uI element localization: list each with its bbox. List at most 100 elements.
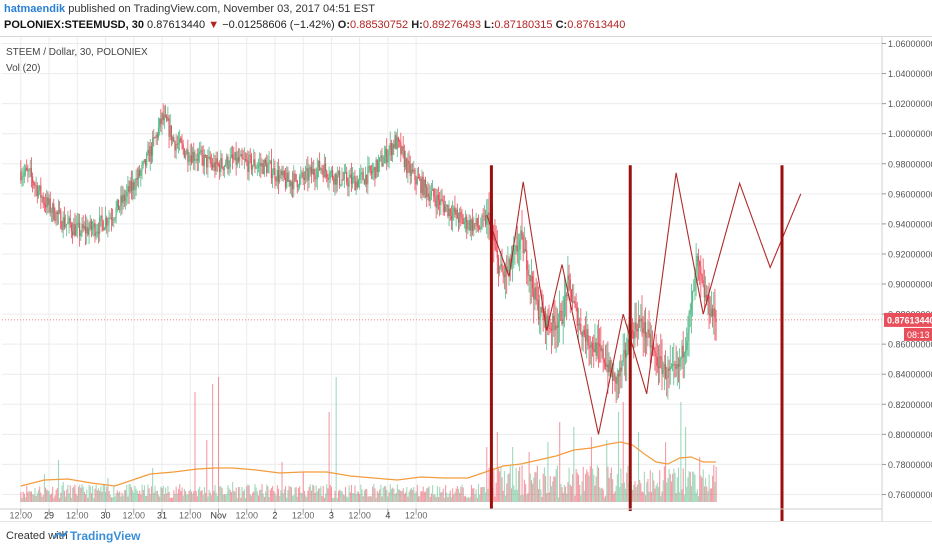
candle-body <box>464 216 467 222</box>
volume-bar <box>386 490 388 502</box>
volume-bar <box>177 489 180 502</box>
candle-body <box>487 212 489 215</box>
candle-body <box>144 159 147 166</box>
volume-bar <box>680 402 682 502</box>
volume-bar <box>48 491 50 502</box>
candle-body <box>316 168 318 179</box>
volume-bar <box>346 496 348 502</box>
volume-bar <box>52 486 54 502</box>
candle-body <box>708 295 710 314</box>
candle-body <box>21 177 23 181</box>
candle-body <box>339 170 341 186</box>
candle-body <box>300 175 302 177</box>
candle-body <box>335 173 337 185</box>
candle-body <box>111 219 114 221</box>
candle-body <box>499 265 501 274</box>
volume-bar <box>635 487 637 502</box>
candle-body <box>415 180 417 185</box>
price-tick-label: 0.78000000 <box>888 460 932 470</box>
price-axis[interactable]: 1.06000000 1.04000000 1.02000000 1.00000000… <box>881 37 932 521</box>
author-link[interactable]: hatmaendik <box>4 3 66 15</box>
candle-body <box>416 176 418 185</box>
volume-bar <box>560 483 562 502</box>
trend-drawing[interactable] <box>486 172 802 435</box>
volume-bar <box>508 473 510 502</box>
time-axis[interactable]: 12:00 29 12:00 30 12:00 31 12:00 Nov 12:00 2 12:00… <box>0 508 882 520</box>
candle-body <box>174 141 176 151</box>
candle-body <box>510 262 513 268</box>
high-value: 0.89276493 <box>422 19 481 31</box>
volume-bar <box>72 487 74 502</box>
volume-bar <box>519 466 521 502</box>
volume-bar <box>65 496 67 502</box>
price-chart[interactable]: 1.06000000 1.04000000 1.02000000 1.00000000… <box>0 37 932 521</box>
symbol-label[interactable]: POLONIEX:STEEMUSD, 30 <box>4 19 144 31</box>
candle-body <box>584 334 587 342</box>
volume-bar <box>282 493 284 502</box>
candle-body <box>369 166 371 172</box>
candle-body <box>636 329 638 332</box>
volume-bar <box>96 490 98 502</box>
candle-body <box>321 168 323 170</box>
volume-bar <box>106 486 108 502</box>
volume-bar <box>253 491 255 502</box>
volume-bar <box>623 482 625 502</box>
tradingview-brand[interactable]: TradingView <box>70 529 141 543</box>
candle-body <box>687 332 689 342</box>
volume-bar <box>685 427 687 502</box>
volume-bar <box>353 493 355 502</box>
candle-body <box>39 185 41 191</box>
volume-bar <box>549 476 551 502</box>
candle-body <box>55 211 57 221</box>
candle-body <box>254 159 256 169</box>
volume-bar <box>477 484 480 502</box>
volume-bar <box>279 496 281 502</box>
volume-bar <box>315 485 317 502</box>
volume-bar <box>585 473 587 502</box>
volume-bar <box>594 485 596 502</box>
volume-bar <box>410 487 413 502</box>
volume-bar <box>300 492 302 502</box>
candle-body <box>433 188 435 197</box>
candle-body <box>417 176 420 179</box>
vertical-markers[interactable] <box>489 165 784 521</box>
volume-bar <box>534 471 536 502</box>
volume-bar <box>443 497 445 502</box>
volume-title[interactable]: Vol (20) <box>6 63 41 74</box>
candle-body <box>331 170 334 179</box>
candle-body <box>600 346 602 352</box>
volume-bar <box>141 484 143 502</box>
candle-body <box>514 248 516 253</box>
volume-bar <box>27 492 29 502</box>
volume-bar <box>275 495 277 502</box>
candle-body <box>496 250 498 258</box>
volume-bar <box>401 490 403 502</box>
volume-bar <box>262 493 264 502</box>
volume-bar <box>525 484 527 502</box>
volume-bar <box>613 493 615 502</box>
volume-bar <box>605 495 607 502</box>
candle-body <box>368 166 370 167</box>
series-title[interactable]: STEEM / Dollar, 30, POLONIEX <box>6 47 148 58</box>
volume-bar <box>100 486 102 502</box>
volume-bar <box>152 468 154 502</box>
candle-body <box>60 210 62 229</box>
volume-bar <box>646 482 648 502</box>
candle-body <box>520 230 522 241</box>
volume-bar <box>583 490 585 502</box>
volume-bar <box>229 490 231 502</box>
countdown-label-bg <box>904 327 932 341</box>
candle-body <box>470 219 473 231</box>
candle-body <box>167 118 169 121</box>
price-tick-label: 0.90000000 <box>888 280 932 290</box>
candle-body <box>671 364 674 367</box>
candle-body <box>594 342 596 352</box>
volume-bar <box>415 491 417 502</box>
candle-body <box>307 167 309 181</box>
candle-body <box>402 146 404 151</box>
volume-bar <box>368 496 370 502</box>
candle-body <box>97 231 100 234</box>
volume-bar <box>455 488 457 502</box>
time-tick-label: 4 <box>385 510 390 520</box>
candle-body <box>475 218 477 225</box>
